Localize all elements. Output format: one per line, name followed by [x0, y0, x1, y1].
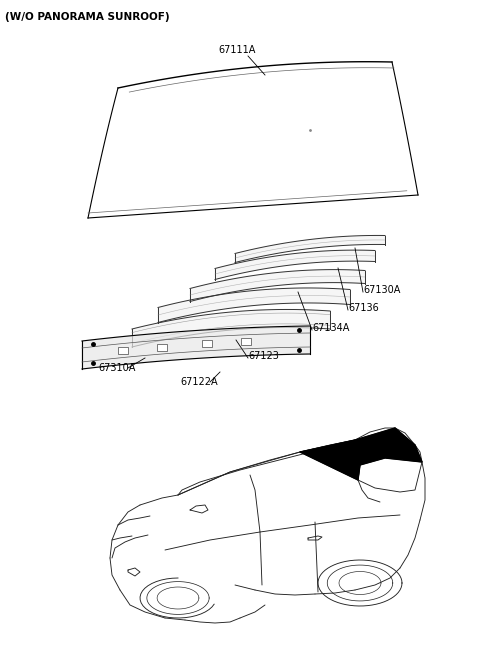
Polygon shape	[215, 250, 375, 280]
Text: 67310A: 67310A	[98, 363, 135, 373]
Polygon shape	[82, 326, 310, 369]
Text: 67134A: 67134A	[312, 323, 349, 333]
Polygon shape	[158, 288, 350, 322]
Polygon shape	[235, 235, 385, 263]
FancyBboxPatch shape	[118, 347, 128, 354]
Text: 67122A: 67122A	[180, 377, 217, 387]
FancyBboxPatch shape	[241, 338, 251, 345]
Polygon shape	[300, 428, 422, 480]
Text: (W/O PANORAMA SUNROOF): (W/O PANORAMA SUNROOF)	[5, 12, 169, 22]
Text: 67130A: 67130A	[363, 285, 400, 295]
Text: 67136: 67136	[348, 303, 379, 313]
Polygon shape	[132, 309, 330, 347]
Text: 67111A: 67111A	[218, 45, 255, 55]
Text: 67123: 67123	[248, 351, 279, 361]
Polygon shape	[190, 270, 365, 301]
FancyBboxPatch shape	[157, 343, 167, 350]
FancyBboxPatch shape	[203, 341, 212, 347]
